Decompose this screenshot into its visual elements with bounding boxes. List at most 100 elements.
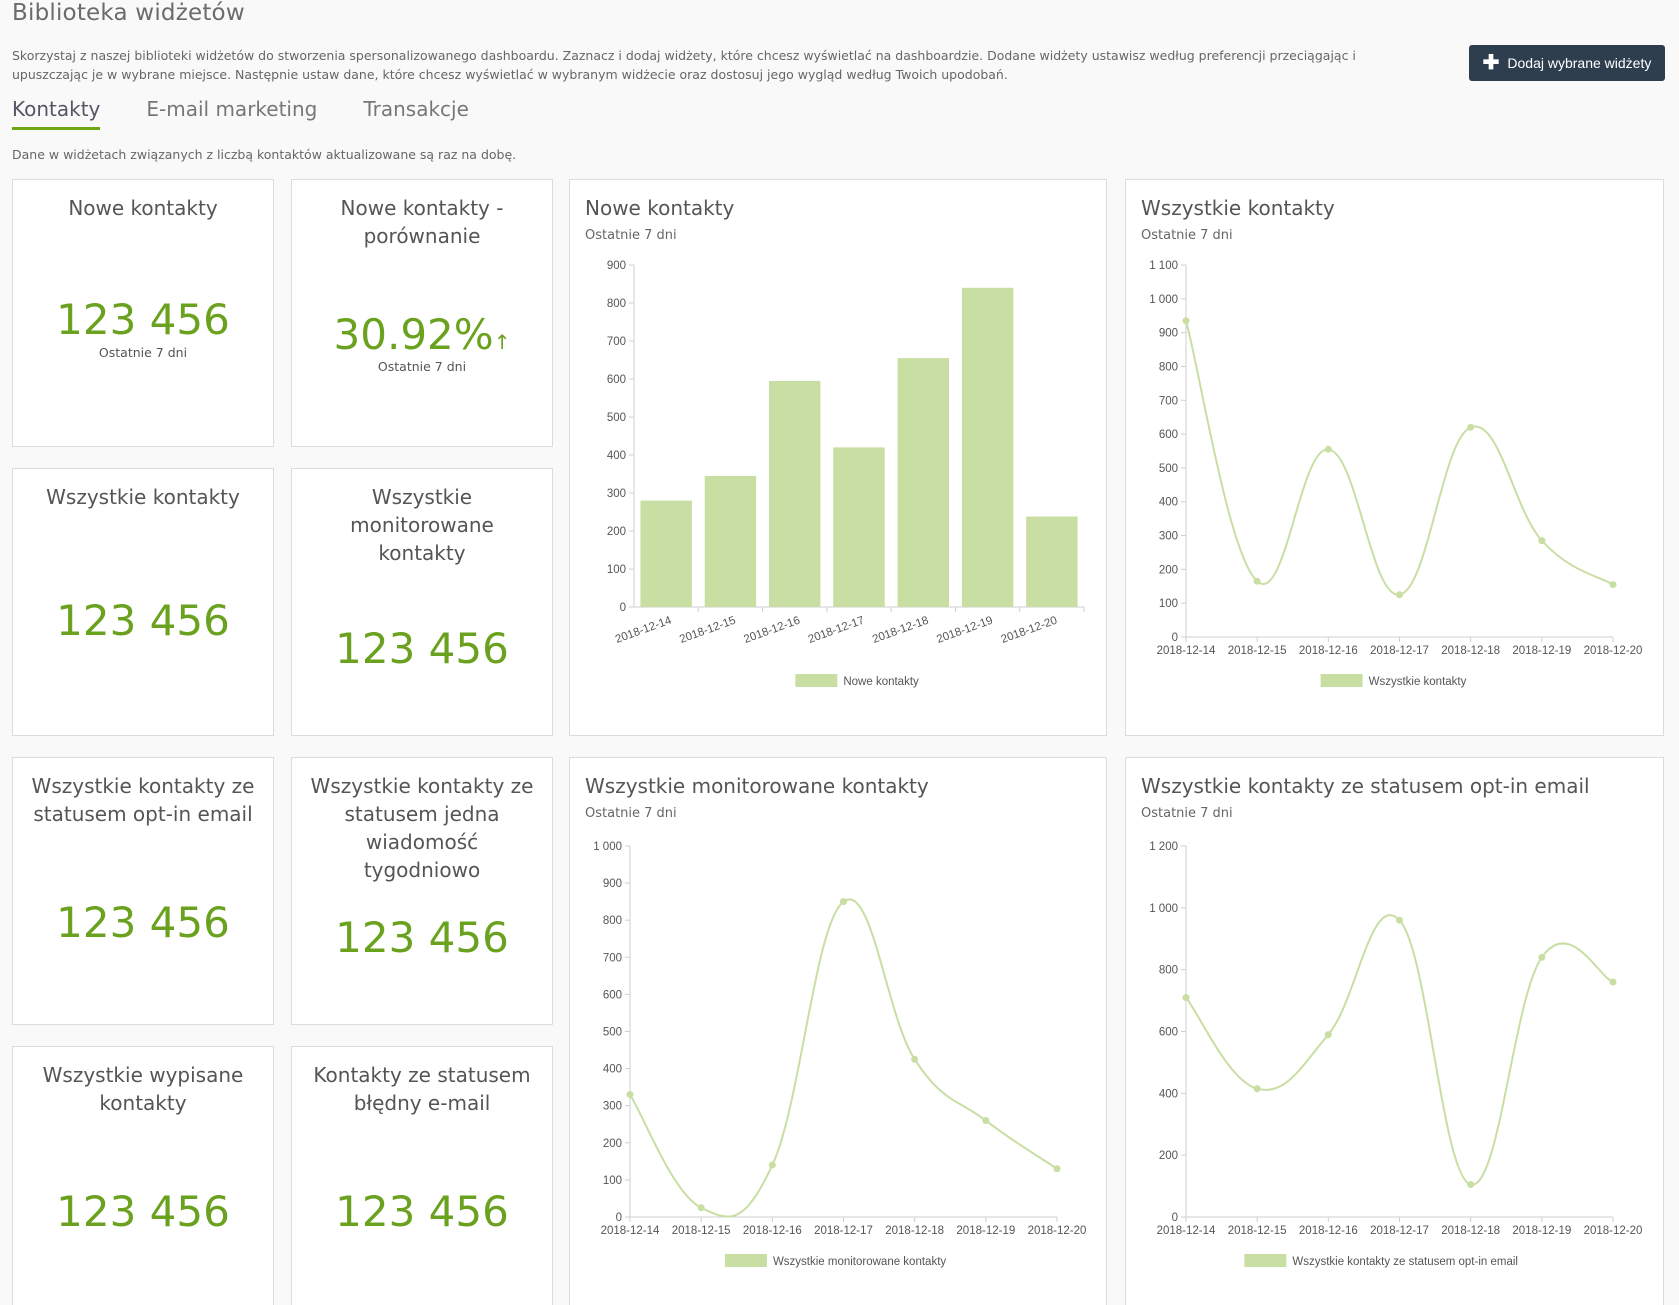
tab-bar: Kontakty E-mail marketing Transakcje (12, 97, 469, 130)
x-tick-label: 2018-12-19 (956, 1225, 1015, 1237)
legend-label: Nowe kontakty (843, 676, 919, 688)
tab-kontakty[interactable]: Kontakty (12, 97, 101, 130)
widget-value: 123 456 (335, 1187, 509, 1236)
y-tick-label: 700 (1159, 395, 1178, 407)
y-tick-label: 800 (1159, 965, 1178, 977)
legend-swatch (724, 1254, 767, 1267)
y-tick-label: 800 (1159, 361, 1178, 373)
y-tick-label: 100 (1159, 598, 1178, 610)
y-tick-label: 1 100 (1149, 260, 1178, 272)
x-tick-label: 2018-12-15 (1228, 645, 1287, 657)
data-point (1324, 1031, 1332, 1039)
plus-icon: ✚ (1482, 52, 1500, 74)
data-point (1467, 1181, 1475, 1189)
data-point (768, 1161, 776, 1169)
widget-optin-email[interactable]: Wszystkie kontakty ze statusem opt-in em… (12, 757, 274, 1025)
x-tick-label: 2018-12-15 (672, 1225, 731, 1237)
x-tick-label: 2018-12-20 (1584, 1225, 1643, 1237)
legend-swatch (1320, 674, 1363, 687)
y-tick-label: 600 (1159, 429, 1178, 441)
widget-all-contacts[interactable]: Wszystkie kontakty 123 456 (12, 468, 274, 736)
x-tick-label: 2018-12-18 (1441, 645, 1500, 657)
widget-weekly-message[interactable]: Wszystkie kontakty ze statusem jedna wia… (291, 757, 553, 1025)
data-point (626, 1091, 634, 1099)
widget-value: 123 456 (335, 624, 509, 673)
y-tick-label: 100 (607, 564, 626, 576)
x-tick-label: 2018-12-19 (1512, 645, 1571, 657)
widget-value-wrap: 30.92%↑ (292, 310, 552, 359)
data-point (1396, 916, 1403, 924)
y-tick-label: 400 (603, 1064, 622, 1076)
widget-new-contacts-comparison[interactable]: Nowe kontakty - porównanie 30.92%↑ Ostat… (291, 179, 553, 447)
x-tick-label: 2018-12-20 (1584, 645, 1643, 657)
chart-title: Nowe kontakty (585, 196, 735, 220)
chart-title: Wszystkie kontakty ze statusem opt-in em… (1141, 774, 1590, 798)
chart-card-all-contacts[interactable]: Wszystkie kontakty Ostatnie 7 dni 0 100 20… (1125, 179, 1664, 736)
y-tick-label: 600 (1159, 1027, 1178, 1039)
y-tick-label: 200 (1159, 1150, 1178, 1162)
widget-bad-email[interactable]: Kontakty ze statusem błędny e-mail 123 4… (291, 1046, 553, 1305)
page-title: Biblioteka widżetów (12, 0, 245, 26)
x-tick-label: 2018-12-17 (1370, 645, 1429, 657)
data-point (1182, 993, 1190, 1001)
x-tick-label: 2018-12-18 (885, 1225, 944, 1237)
y-tick-label: 400 (1159, 497, 1178, 509)
info-line: Dane w widżetach związanych z liczbą kon… (12, 147, 517, 162)
y-tick-label: 600 (607, 374, 626, 386)
y-tick-label: 0 (1172, 632, 1178, 644)
y-tick-label: 900 (1159, 328, 1178, 340)
x-tick-label: 2018-12-16 (743, 1225, 802, 1237)
data-point (1538, 953, 1546, 961)
x-tick-label: 2018-12-14 (1157, 645, 1216, 657)
widget-title: Wszystkie wypisane kontakty (42, 1063, 244, 1115)
chart-subtitle: Ostatnie 7 dni (1141, 228, 1233, 243)
widget-new-contacts[interactable]: Nowe kontakty 123 456 Ostatnie 7 dni (12, 179, 274, 447)
tab-email-marketing[interactable]: E-mail marketing (146, 97, 318, 121)
data-point (1253, 577, 1261, 585)
y-tick-label: 700 (607, 336, 626, 348)
y-tick-label: 200 (607, 526, 626, 538)
chart-card-monitored-contacts[interactable]: Wszystkie monitorowane kontakty Ostatnie… (569, 757, 1107, 1305)
series-line (1185, 914, 1614, 1186)
data-point (982, 1117, 990, 1125)
line-chart: 0 100 200 300 400 500 600 700 800 900 1 000 1 100 20… (1149, 260, 1643, 688)
bar (769, 380, 821, 607)
x-tick-label: 2018-12-16 (1299, 1225, 1358, 1237)
x-tick-label: 2018-12-18 (871, 615, 930, 646)
tab-transakcje[interactable]: Transakcje (363, 97, 469, 121)
y-tick-label: 600 (603, 989, 622, 1001)
widget-title: Wszystkie kontakty (46, 485, 240, 509)
y-tick-label: 500 (607, 412, 626, 424)
x-tick-label: 2018-12-16 (1299, 645, 1358, 657)
add-widgets-button[interactable]: ✚ Dodaj wybrane widżety (1469, 45, 1665, 81)
widget-value: 123 456 (56, 295, 230, 344)
data-point (1324, 445, 1332, 453)
x-tick-label: 2018-12-20 (1028, 1225, 1087, 1237)
y-tick-label: 300 (1159, 531, 1178, 543)
widget-title: Wszystkie kontakty ze statusem opt-in em… (31, 774, 255, 826)
legend-label: Wszystkie kontakty ze statusem opt-in em… (1292, 1256, 1518, 1268)
bar (704, 475, 757, 607)
data-point (1538, 537, 1546, 545)
x-tick-label: 2018-12-14 (1157, 1225, 1216, 1237)
bar (1026, 516, 1078, 607)
widget-unsubscribed[interactable]: Wszystkie wypisane kontakty 123 456 (12, 1046, 274, 1305)
x-tick-label: 2018-12-14 (601, 1225, 660, 1237)
widget-all-monitored[interactable]: Wszystkie monitorowane kontakty 123 456 (291, 468, 553, 736)
legend-swatch (795, 674, 838, 687)
chart-card-optin-email[interactable]: Wszystkie kontakty ze statusem opt-in em… (1125, 757, 1664, 1305)
widget-value: 123 456 (56, 596, 230, 645)
y-tick-label: 1 000 (593, 841, 622, 853)
legend-label: Wszystkie monitorowane kontakty (773, 1256, 946, 1268)
y-tick-label: 100 (603, 1175, 622, 1187)
y-tick-label: 1 000 (1149, 903, 1178, 915)
widget-subtitle: Ostatnie 7 dni (98, 345, 188, 360)
add-widgets-label: Dodaj wybrane widżety (1507, 55, 1652, 71)
chart-subtitle: Ostatnie 7 dni (585, 806, 677, 821)
x-tick-label: 2018-12-17 (807, 615, 866, 646)
y-tick-label: 300 (607, 488, 626, 500)
widget-subtitle: Ostatnie 7 dni (377, 359, 467, 374)
chart-card-new-contacts[interactable]: Nowe kontakty Ostatnie 7 dni 0 100 200 300 4… (569, 179, 1107, 736)
intro-text: Skorzystaj z naszej biblioteki widżetów … (12, 48, 1356, 82)
